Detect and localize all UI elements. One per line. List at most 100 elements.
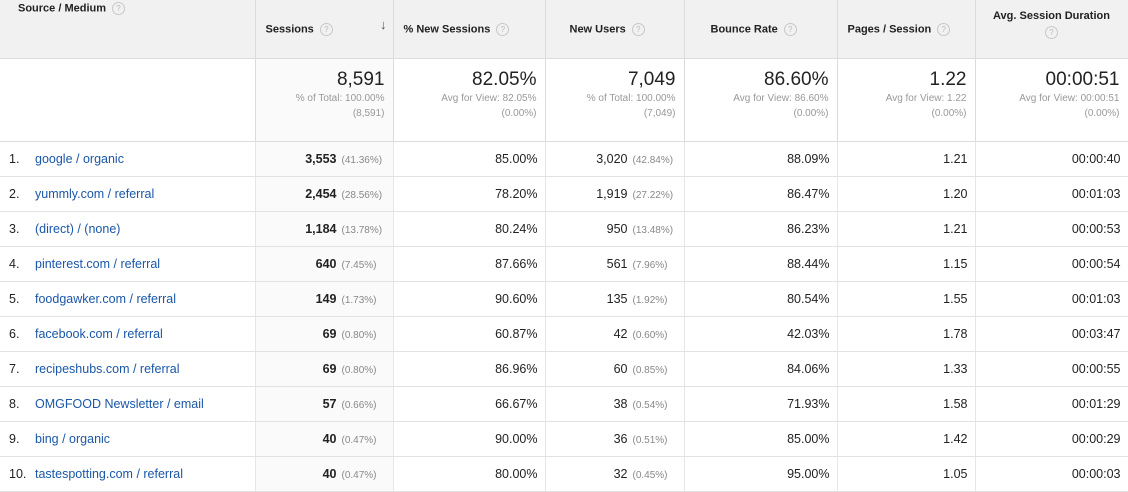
- sessions-value: 149: [315, 292, 337, 306]
- source-medium-link[interactable]: pinterest.com / referral: [35, 257, 161, 271]
- summary-row: 8,591 % of Total: 100.00% (8,591) 82.05%…: [0, 58, 1128, 142]
- row-index: 9.: [9, 432, 20, 446]
- bounce-rate-cell: 88.09%: [684, 141, 838, 177]
- new-users-value: 60: [613, 362, 628, 376]
- table-body: 1. google / organic 3,553 (41.36%) 85.00% …: [0, 141, 1128, 492]
- bounce-rate-cell: 80.54%: [684, 281, 838, 317]
- source-medium-link[interactable]: facebook.com / referral: [35, 327, 163, 341]
- header-pct-new-sessions[interactable]: % New Sessions?: [393, 0, 546, 59]
- avg-session-duration-value: 00:00:53: [1071, 222, 1121, 236]
- row-index: 10.: [9, 467, 27, 481]
- summary-bounce-rate-value: 86.60%: [764, 69, 829, 90]
- avg-session-duration-cell: 00:00:03: [975, 456, 1128, 492]
- bounce-rate-value: 80.54%: [787, 292, 830, 306]
- avg-session-duration-value: 00:00:29: [1071, 432, 1121, 446]
- source-medium-link[interactable]: yummly.com / referral: [35, 187, 155, 201]
- sessions-value: 640: [315, 257, 337, 271]
- sessions-cell: 40 (0.47%): [255, 456, 394, 492]
- pct-new-sessions-cell: 90.60%: [393, 281, 546, 317]
- pages-session-value: 1.58: [943, 397, 968, 411]
- source-cell: 3. (direct) / (none): [0, 211, 256, 247]
- help-icon[interactable]: ?: [937, 22, 951, 36]
- summary-bounce-rate-line1: Avg for View: 86.60%: [733, 93, 829, 104]
- source-cell: 10. tastespotting.com / referral: [0, 456, 256, 492]
- help-icon[interactable]: ?: [496, 22, 510, 36]
- header-sessions[interactable]: Sessions? ↓: [255, 0, 394, 59]
- bounce-rate-value: 42.03%: [787, 327, 830, 341]
- source-cell: 8. OMGFOOD Newsletter / email: [0, 386, 256, 422]
- summary-pages-session-value: 1.22: [929, 69, 967, 90]
- pages-session-cell: 1.21: [837, 141, 976, 177]
- sessions-percent: (1.73%): [341, 295, 377, 306]
- new-users-value: 36: [613, 432, 628, 446]
- sessions-cell: 640 (7.45%): [255, 246, 394, 282]
- bounce-rate-cell: 71.93%: [684, 386, 838, 422]
- pct-new-sessions-cell: 78.20%: [393, 176, 546, 212]
- summary-new-users: 7,049 % of Total: 100.00% (7,049): [545, 58, 685, 142]
- sessions-value: 69: [322, 362, 337, 376]
- sessions-value: 40: [322, 467, 337, 481]
- pages-session-cell: 1.20: [837, 176, 976, 212]
- summary-pages-session-line1: Avg for View: 1.22: [885, 93, 967, 104]
- source-cell: 2. yummly.com / referral: [0, 176, 256, 212]
- source-medium-link[interactable]: recipeshubs.com / referral: [35, 362, 180, 376]
- help-icon[interactable]: ?: [783, 22, 797, 36]
- sessions-cell: 149 (1.73%): [255, 281, 394, 317]
- summary-avg-session-duration-value: 00:00:51: [1045, 69, 1120, 90]
- sessions-percent: (0.80%): [341, 365, 377, 376]
- source-medium-link[interactable]: tastespotting.com / referral: [35, 467, 183, 481]
- header-avg-session-duration[interactable]: Avg. Session Duration ?: [975, 0, 1128, 59]
- avg-session-duration-cell: 00:00:40: [975, 141, 1128, 177]
- source-medium-link[interactable]: foodgawker.com / referral: [35, 292, 177, 306]
- new-users-percent: (0.85%): [632, 365, 668, 376]
- source-cell: 5. foodgawker.com / referral: [0, 281, 256, 317]
- new-users-value: 135: [606, 292, 628, 306]
- sessions-percent: (0.66%): [341, 400, 377, 411]
- bounce-rate-value: 86.47%: [787, 187, 830, 201]
- header-row: Source / Medium? Sessions? ↓ % New Sessi…: [0, 0, 1128, 59]
- table-row: 2. yummly.com / referral 2,454 (28.56%) 78…: [0, 176, 1128, 212]
- sort-descending-icon[interactable]: ↓: [380, 17, 387, 32]
- summary-empty-cell: [0, 58, 256, 142]
- bounce-rate-cell: 95.00%: [684, 456, 838, 492]
- pct-new-sessions-value: 66.67%: [495, 397, 538, 411]
- header-bounce-rate[interactable]: Bounce Rate?: [684, 0, 838, 59]
- avg-session-duration-value: 00:00:40: [1071, 152, 1121, 166]
- source-medium-link[interactable]: OMGFOOD Newsletter / email: [35, 397, 204, 411]
- new-users-value: 42: [613, 327, 628, 341]
- pages-session-cell: 1.42: [837, 421, 976, 457]
- help-icon[interactable]: ?: [1045, 26, 1058, 39]
- new-users-value: 561: [606, 257, 628, 271]
- pages-session-cell: 1.21: [837, 211, 976, 247]
- summary-avg-session-duration-line1: Avg for View: 00:00:51: [1019, 93, 1120, 104]
- pct-new-sessions-cell: 80.00%: [393, 456, 546, 492]
- help-icon[interactable]: ?: [319, 22, 333, 36]
- sessions-value: 40: [322, 432, 337, 446]
- row-index: 6.: [9, 327, 20, 341]
- avg-session-duration-cell: 00:00:29: [975, 421, 1128, 457]
- help-icon[interactable]: ?: [631, 22, 645, 36]
- source-medium-link[interactable]: google / organic: [35, 152, 124, 166]
- pages-session-cell: 1.55: [837, 281, 976, 317]
- pages-session-cell: 1.05: [837, 456, 976, 492]
- sessions-percent: (7.45%): [341, 260, 377, 271]
- header-pages-session[interactable]: Pages / Session?: [837, 0, 976, 59]
- table-row: 6. facebook.com / referral 69 (0.80%) 60.8…: [0, 316, 1128, 352]
- source-medium-link[interactable]: (direct) / (none): [35, 222, 121, 236]
- header-sessions-label: Sessions: [265, 22, 314, 35]
- pct-new-sessions-value: 60.87%: [495, 327, 538, 341]
- row-index: 3.: [9, 222, 20, 236]
- sessions-cell: 69 (0.80%): [255, 351, 394, 387]
- header-new-users[interactable]: New Users?: [545, 0, 685, 59]
- avg-session-duration-value: 00:01:03: [1071, 292, 1121, 306]
- new-users-cell: 1,919 (27.22%): [545, 176, 685, 212]
- header-source-medium[interactable]: Source / Medium?: [0, 0, 256, 59]
- table-row: 8. OMGFOOD Newsletter / email 57 (0.66%) 6…: [0, 386, 1128, 422]
- row-index: 8.: [9, 397, 20, 411]
- row-index: 4.: [9, 257, 20, 271]
- source-medium-link[interactable]: bing / organic: [35, 432, 111, 446]
- table-row: 10. tastespotting.com / referral 40 (0.47%…: [0, 456, 1128, 492]
- avg-session-duration-cell: 00:00:55: [975, 351, 1128, 387]
- new-users-cell: 950 (13.48%): [545, 211, 685, 247]
- help-icon[interactable]: ?: [112, 2, 126, 15]
